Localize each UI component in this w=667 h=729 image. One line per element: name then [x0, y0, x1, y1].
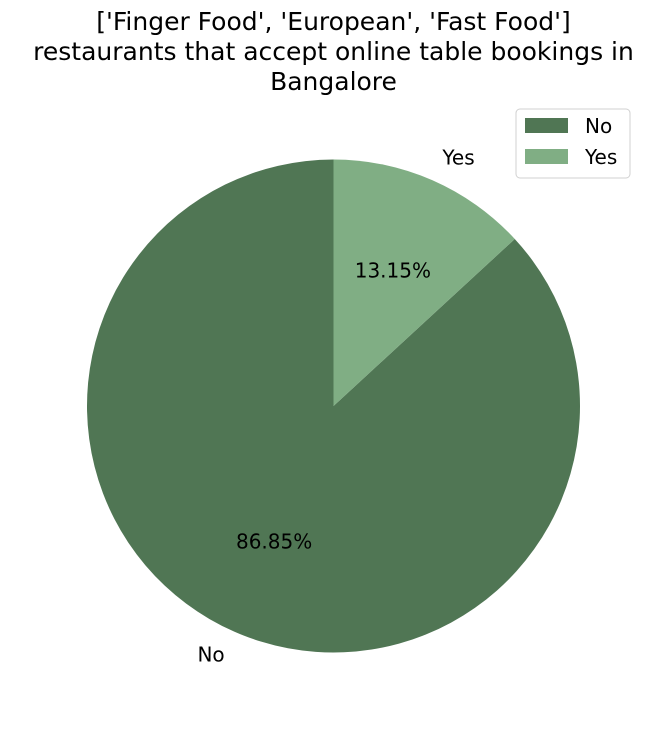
legend-label-yes: Yes — [584, 145, 617, 169]
title-line-3: Bangalore — [270, 67, 397, 96]
pie-percent-label-yes: 13.15% — [355, 259, 431, 283]
pie-labels: 86.85% No 13.15% Yes — [197, 146, 474, 667]
chart-title: ['Finger Food', 'European', 'Fast Food']… — [33, 7, 634, 96]
legend-swatch-yes — [525, 149, 568, 164]
legend-label-no: No — [585, 114, 612, 138]
legend-swatch-no — [525, 118, 568, 133]
pie-slices — [87, 159, 581, 653]
pie-slice-yes — [333, 159, 515, 406]
title-line-1: ['Finger Food', 'European', 'Fast Food'] — [96, 7, 571, 36]
legend: No Yes — [515, 108, 631, 179]
pie-category-label-no: No — [197, 642, 224, 666]
pie-category-label-yes: Yes — [441, 146, 474, 170]
pie-percent-label-no: 86.85% — [236, 529, 312, 553]
pie-slice-no — [87, 159, 581, 653]
title-line-2: restaurants that accept online table boo… — [33, 37, 634, 66]
